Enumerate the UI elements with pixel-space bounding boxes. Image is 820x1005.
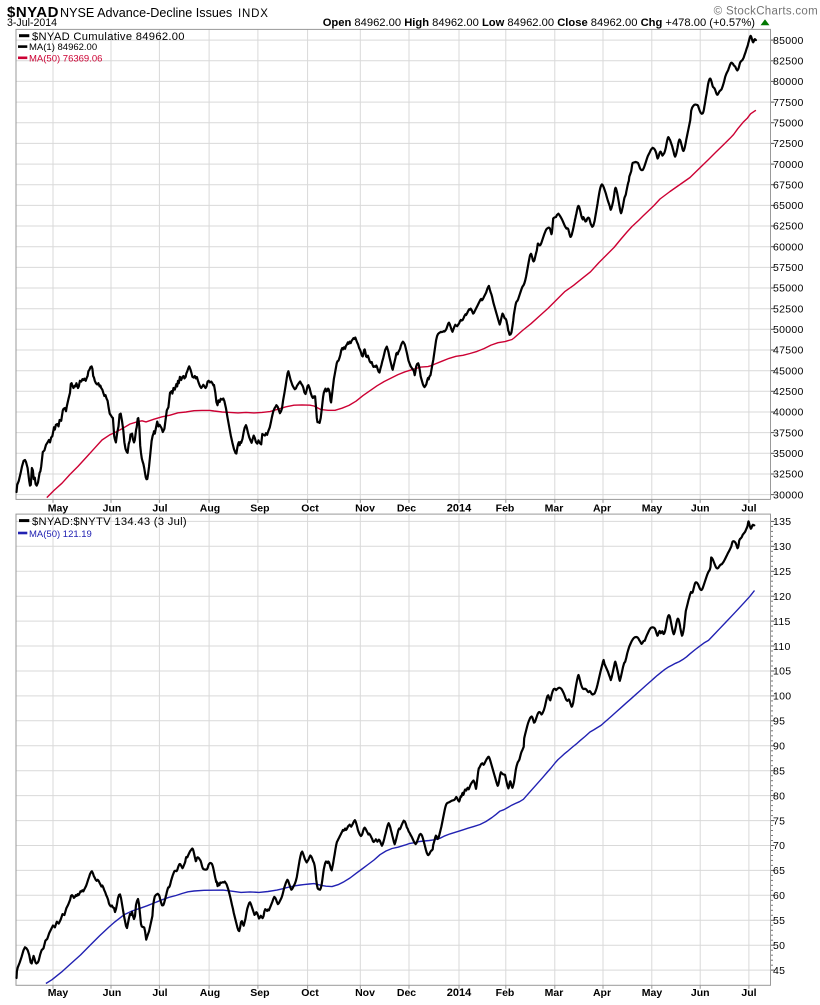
svg-text:42500: 42500	[773, 386, 804, 398]
svg-text:Aug: Aug	[200, 502, 220, 514]
svg-text:45: 45	[773, 965, 785, 977]
svg-text:70: 70	[773, 840, 785, 852]
svg-text:Dec: Dec	[397, 987, 416, 999]
svg-text:67500: 67500	[773, 179, 804, 191]
svg-text:77500: 77500	[773, 97, 804, 109]
svg-text:© StockCharts.com: © StockCharts.com	[714, 6, 818, 18]
svg-text:Oct: Oct	[301, 502, 319, 514]
svg-text:Sep: Sep	[250, 987, 269, 999]
svg-text:50: 50	[773, 940, 785, 952]
svg-text:Jun: Jun	[103, 987, 122, 999]
svg-text:Nov: Nov	[355, 987, 375, 999]
svg-text:Jun: Jun	[691, 987, 710, 999]
svg-text:Jul: Jul	[741, 987, 756, 999]
svg-text:85: 85	[773, 765, 785, 777]
svg-text:$NYAD: $NYAD	[7, 4, 59, 21]
svg-text:105: 105	[773, 666, 791, 678]
svg-text:45000: 45000	[773, 365, 804, 377]
svg-text:52500: 52500	[773, 303, 804, 315]
svg-text:Jul: Jul	[741, 502, 756, 514]
svg-text:Apr: Apr	[593, 502, 611, 514]
svg-text:100: 100	[773, 691, 791, 703]
svg-text:Sep: Sep	[250, 502, 269, 514]
svg-text:95: 95	[773, 716, 785, 728]
svg-text:75: 75	[773, 815, 785, 827]
svg-text:50000: 50000	[773, 324, 804, 336]
svg-text:40000: 40000	[773, 407, 804, 419]
svg-text:115: 115	[773, 616, 791, 628]
svg-text:30000: 30000	[773, 489, 804, 501]
svg-text:NYSE Advance-Decline Issues: NYSE Advance-Decline Issues	[60, 6, 232, 20]
svg-text:130: 130	[773, 541, 791, 553]
svg-text:Jul: Jul	[152, 987, 167, 999]
svg-text:$NYAD Cumulative 84962.00: $NYAD Cumulative 84962.00	[32, 31, 185, 43]
svg-text:May: May	[642, 987, 663, 999]
svg-text:Open 84962.00 High 84962.00 Lo: Open 84962.00 High 84962.00 Low 84962.00…	[323, 17, 756, 29]
svg-text:Nov: Nov	[355, 502, 375, 514]
svg-text:3-Jul-2014: 3-Jul-2014	[7, 17, 57, 29]
svg-text:Apr: Apr	[593, 987, 611, 999]
svg-text:Aug: Aug	[200, 987, 220, 999]
svg-text:Jun: Jun	[103, 502, 122, 514]
svg-text:Jun: Jun	[691, 502, 710, 514]
svg-text:2014: 2014	[447, 502, 472, 514]
svg-text:55000: 55000	[773, 283, 804, 295]
svg-text:57500: 57500	[773, 262, 804, 274]
svg-text:65000: 65000	[773, 200, 804, 212]
svg-text:May: May	[48, 987, 69, 999]
svg-text:125: 125	[773, 566, 791, 578]
svg-text:Mar: Mar	[545, 502, 564, 514]
svg-text:INDX: INDX	[238, 8, 269, 20]
svg-text:MA(50) 121.19: MA(50) 121.19	[29, 529, 92, 540]
svg-text:May: May	[48, 502, 69, 514]
svg-text:MA(50) 76369.06: MA(50) 76369.06	[29, 53, 102, 64]
svg-text:$NYAD:$NYTV 134.43 (3 Jul): $NYAD:$NYTV 134.43 (3 Jul)	[32, 516, 187, 528]
svg-text:80: 80	[773, 790, 785, 802]
svg-text:Dec: Dec	[397, 502, 416, 514]
svg-text:55: 55	[773, 915, 785, 927]
svg-text:82500: 82500	[773, 56, 804, 68]
svg-text:2014: 2014	[447, 987, 472, 999]
svg-text:Feb: Feb	[496, 987, 515, 999]
svg-text:120: 120	[773, 591, 791, 603]
svg-text:MA(1) 84962.00: MA(1) 84962.00	[29, 42, 97, 53]
svg-text:May: May	[642, 502, 663, 514]
svg-text:110: 110	[773, 641, 791, 653]
svg-text:Oct: Oct	[301, 987, 319, 999]
svg-text:32500: 32500	[773, 469, 804, 481]
svg-text:90: 90	[773, 741, 785, 753]
svg-text:72500: 72500	[773, 138, 804, 150]
svg-text:65: 65	[773, 865, 785, 877]
svg-text:Jul: Jul	[152, 502, 167, 514]
svg-text:80000: 80000	[773, 76, 804, 88]
svg-text:75000: 75000	[773, 117, 804, 129]
svg-text:85000: 85000	[773, 35, 804, 47]
svg-text:47500: 47500	[773, 345, 804, 357]
svg-text:135: 135	[773, 516, 791, 528]
svg-text:60: 60	[773, 890, 785, 902]
svg-text:35000: 35000	[773, 448, 804, 460]
svg-text:70000: 70000	[773, 159, 804, 171]
svg-text:60000: 60000	[773, 241, 804, 253]
svg-text:37500: 37500	[773, 427, 804, 439]
svg-text:62500: 62500	[773, 221, 804, 233]
svg-text:Mar: Mar	[545, 987, 564, 999]
svg-text:Feb: Feb	[496, 502, 515, 514]
